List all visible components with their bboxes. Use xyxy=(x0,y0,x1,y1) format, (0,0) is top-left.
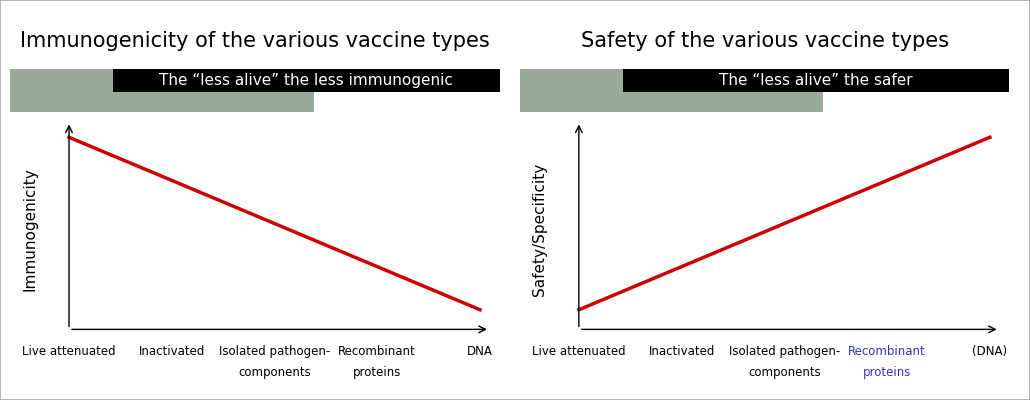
Text: Safety of the various vaccine types: Safety of the various vaccine types xyxy=(581,32,949,52)
Text: Isolated pathogen-
components: Isolated pathogen- components xyxy=(218,345,331,379)
Text: Immunogenicity: Immunogenicity xyxy=(23,168,37,291)
Text: Recombinant
proteins: Recombinant proteins xyxy=(339,345,416,379)
Text: Inactivated: Inactivated xyxy=(139,345,205,358)
Text: DNA: DNA xyxy=(467,345,493,358)
Bar xyxy=(623,69,1009,92)
Bar xyxy=(520,92,823,112)
Bar xyxy=(10,92,313,112)
Text: Live attenuated: Live attenuated xyxy=(23,345,115,358)
Text: Live attenuated: Live attenuated xyxy=(533,345,625,358)
Bar xyxy=(520,69,623,92)
Bar xyxy=(113,69,500,92)
Text: Isolated pathogen-
components: Isolated pathogen- components xyxy=(728,345,840,379)
Text: Recombinant
proteins: Recombinant proteins xyxy=(849,345,926,379)
Text: The “less alive” the less immunogenic: The “less alive” the less immunogenic xyxy=(160,73,453,88)
Text: (DNA): (DNA) xyxy=(972,345,1007,358)
Text: Immunogenicity of the various vaccine types: Immunogenicity of the various vaccine ty… xyxy=(20,32,490,52)
Text: Safety/Specificity: Safety/Specificity xyxy=(533,163,547,296)
Bar xyxy=(10,69,113,92)
Text: The “less alive” the safer: The “less alive” the safer xyxy=(719,73,913,88)
Text: Inactivated: Inactivated xyxy=(649,345,715,358)
